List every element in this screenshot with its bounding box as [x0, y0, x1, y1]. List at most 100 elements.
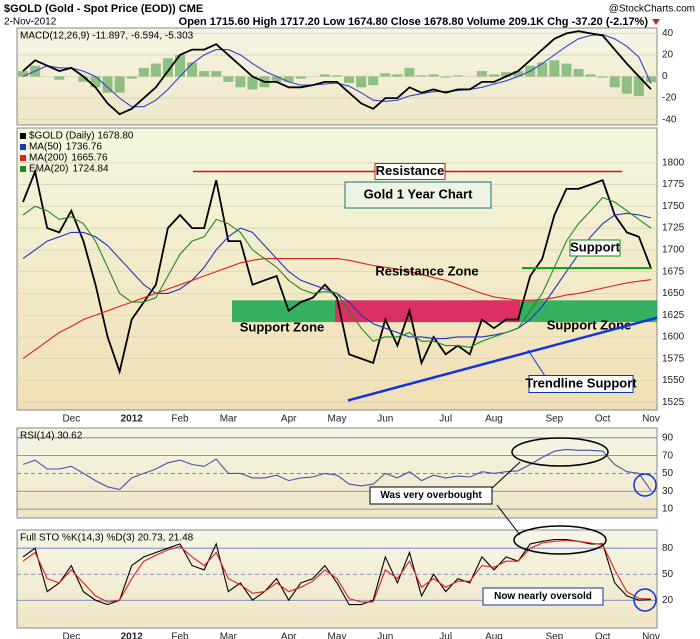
x-tick-label: Jun — [377, 632, 393, 639]
y-tick-label: 1800 — [662, 157, 685, 168]
histogram-bar — [162, 58, 173, 77]
histogram-bar — [428, 74, 439, 77]
legend-label: $GOLD (Daily) 1678.80 — [29, 131, 134, 142]
histogram-bar — [404, 67, 415, 77]
x-tick-label: Sep — [545, 632, 563, 639]
histogram-bar — [633, 76, 644, 96]
histogram-bar — [295, 76, 306, 79]
histogram-bar — [90, 76, 101, 88]
x-tick-label: May — [328, 632, 347, 639]
y-tick-label: 0 — [662, 71, 668, 82]
x-tick-label: Oct — [595, 414, 611, 425]
y-tick-label: 1575 — [662, 353, 685, 364]
down-arrow — [652, 19, 660, 25]
highlight — [633, 588, 657, 612]
rsi-panel — [16, 427, 658, 519]
histogram-bar — [283, 76, 294, 82]
resistance-label-box — [374, 163, 446, 181]
histogram-bar — [645, 76, 656, 83]
histogram-bar — [150, 63, 161, 77]
legend-swatch — [20, 166, 26, 172]
y-tick-label: 1550 — [662, 375, 685, 386]
y-tick-label: 1750 — [662, 201, 685, 212]
x-tick-label: Dec — [62, 414, 80, 425]
x-tick-label: 2012 — [121, 632, 144, 639]
y-tick-label: 1775 — [662, 179, 685, 190]
support-label: Support — [570, 239, 620, 254]
pointer — [527, 349, 546, 377]
x-tick-label: Feb — [171, 632, 189, 639]
chart-title-box — [344, 181, 492, 209]
x-tick-label: Jun — [377, 414, 393, 425]
pointer — [489, 461, 521, 491]
histogram-bar — [235, 76, 246, 88]
y-tick-label: 1700 — [662, 244, 685, 255]
histogram-bar — [476, 71, 487, 77]
panel-title: MACD(12,26,9) -11.897, -6.594, -5.303 — [20, 31, 194, 42]
histogram-bar — [513, 71, 524, 77]
x-tick-label: Sep — [545, 414, 563, 425]
y-tick-label: 70 — [662, 450, 674, 461]
y-tick-label: 1600 — [662, 332, 685, 343]
date: 2-Nov-2012 — [4, 17, 57, 28]
histogram-bar — [392, 74, 403, 77]
y-tick-label: -20 — [662, 93, 677, 104]
x-tick-label: Aug — [485, 414, 503, 425]
trendline-label: Trendline Support — [525, 375, 637, 390]
trendline-label-box — [528, 375, 634, 393]
x-tick-label: Nov — [642, 632, 660, 639]
y-tick-label: 1675 — [662, 266, 685, 277]
histogram-bar — [319, 74, 330, 77]
resistance-zone-label: Resistance Zone — [375, 263, 478, 278]
note: Now nearly oversold — [494, 591, 592, 602]
legend-swatch — [20, 133, 26, 139]
series-line — [22, 448, 652, 492]
y-tick-label: 1525 — [662, 397, 685, 408]
y-tick-label: 1650 — [662, 288, 685, 299]
legend-label: MA(200) — [29, 153, 67, 164]
histogram-bar — [597, 76, 608, 78]
histogram-bar — [380, 73, 391, 77]
histogram-bar — [271, 76, 282, 82]
pointer — [496, 504, 521, 536]
x-tick-label: Jul — [439, 414, 452, 425]
quote: Open 1715.60 High 1717.20 Low 1674.80 Cl… — [179, 16, 649, 28]
histogram-bar — [368, 76, 379, 86]
histogram-bar — [138, 67, 149, 77]
histogram-bar — [561, 63, 572, 77]
note-box — [369, 486, 493, 505]
panel-title: Full STO %K(14,3) %D(3) 20.73, 21.48 — [20, 533, 194, 544]
support-zone-label: Support Zone — [547, 317, 632, 332]
histogram-bar — [54, 76, 65, 80]
y-tick-label: 10 — [662, 504, 674, 515]
resistance-label: Resistance — [376, 163, 445, 178]
chart-title: Gold 1 Year Chart — [364, 186, 474, 201]
legend-value: 1665.76 — [71, 153, 108, 164]
legend-value: 1736.76 — [66, 142, 103, 153]
x-tick-label: Aug — [485, 632, 503, 639]
y-tick-label: 1725 — [662, 223, 685, 234]
histogram-bar — [114, 76, 125, 93]
y-tick-label: 40 — [662, 28, 674, 39]
x-tick-label: 2012 — [121, 414, 144, 425]
x-tick-label: Apr — [281, 632, 297, 639]
y-tick-label: 30 — [662, 486, 674, 497]
x-tick-label: Apr — [281, 414, 297, 425]
x-tick-label: Nov — [642, 414, 660, 425]
x-tick-label: Dec — [62, 632, 80, 639]
y-tick-label: 50 — [662, 569, 674, 580]
series-line — [22, 196, 652, 348]
histogram-bar — [187, 62, 198, 77]
histogram-bar — [537, 62, 548, 77]
y-tick-label: 50 — [662, 468, 674, 479]
histogram-bar — [223, 76, 234, 82]
panel-title: RSI(14) 30.62 — [20, 431, 83, 442]
resistance-zone — [335, 300, 520, 323]
y-tick-label: 20 — [662, 50, 674, 61]
histogram-bar — [102, 76, 113, 93]
histogram-bar — [332, 75, 342, 77]
histogram-bar — [126, 76, 137, 79]
support-zone-label: Support Zone — [240, 319, 325, 334]
